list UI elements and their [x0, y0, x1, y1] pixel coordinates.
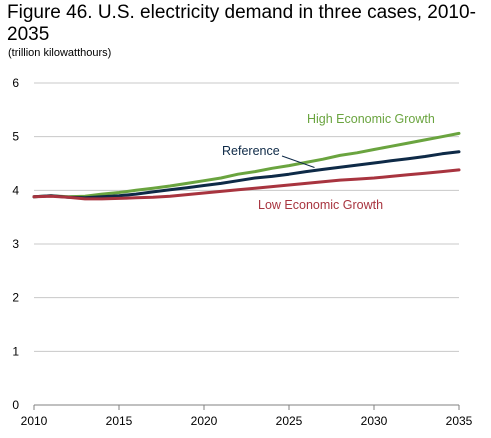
y-tick-label: 0 [12, 398, 19, 412]
x-axis-ticks: 2010 2015 2020 2025 2030 2035 [21, 405, 473, 428]
series-line-reference [32, 150, 461, 200]
x-tick-label: 2030 [361, 414, 388, 428]
x-tick-label: 2020 [191, 414, 218, 428]
series-label-low-economic-growth: Low Economic Growth [258, 198, 383, 212]
x-tick-label: 2015 [106, 414, 133, 428]
reference-leader-line [281, 155, 315, 168]
y-axis-units: (trillion kilowatthours) [8, 47, 112, 59]
series-line-high-economic-growth [32, 131, 461, 199]
gridlines [34, 82, 459, 406]
x-tick-label: 2010 [21, 414, 48, 428]
chart-title: Figure 46. U.S. electricity demand in th… [7, 2, 476, 45]
x-tick-label: 2025 [276, 414, 303, 428]
y-axis-ticks: 0 1 2 3 4 5 6 [12, 76, 19, 412]
series-label-reference: Reference [222, 144, 280, 158]
series-line-low-economic-growth [32, 168, 461, 201]
y-tick-label: 4 [12, 183, 19, 197]
y-tick-label: 3 [12, 237, 19, 251]
x-tick-label: 2035 [446, 414, 473, 428]
y-tick-label: 6 [12, 76, 19, 90]
series-lines [32, 131, 461, 201]
series-label-high-economic-growth: High Economic Growth [307, 112, 435, 126]
y-tick-label: 5 [12, 130, 19, 144]
series-labels: High Economic Growth Reference Low Economi… [222, 112, 435, 212]
y-tick-label: 2 [12, 291, 19, 305]
y-tick-label: 1 [12, 344, 19, 358]
